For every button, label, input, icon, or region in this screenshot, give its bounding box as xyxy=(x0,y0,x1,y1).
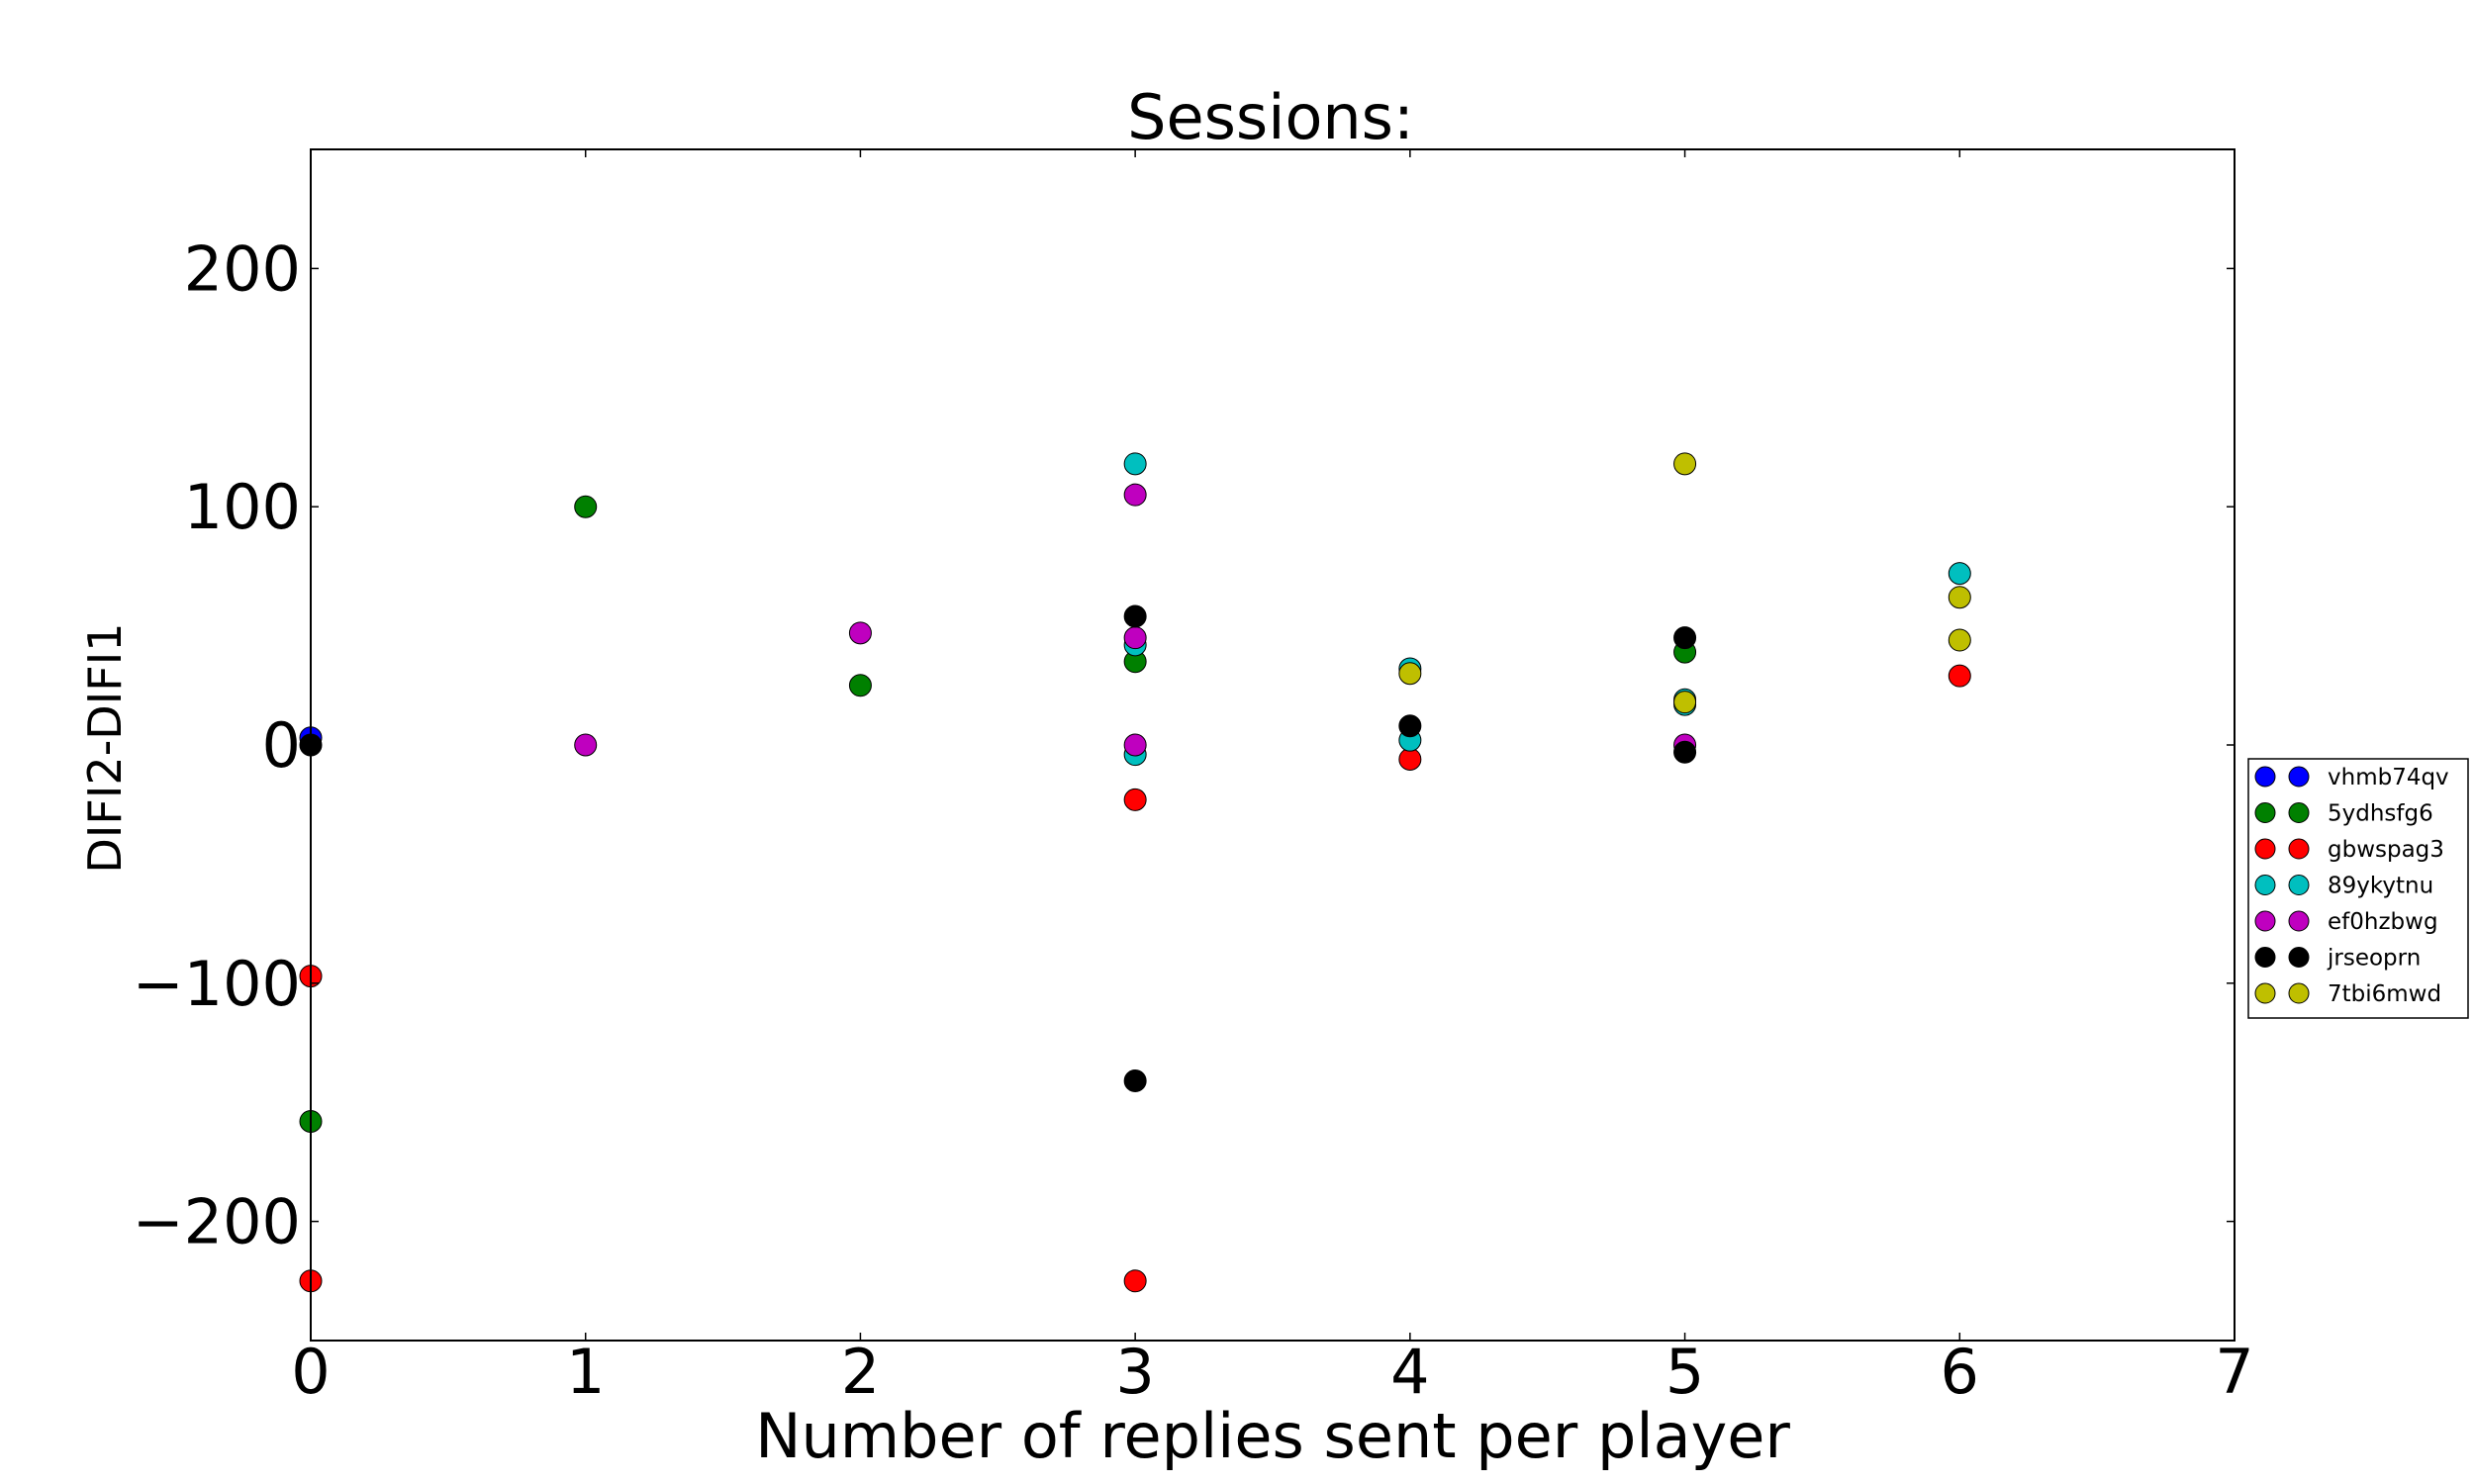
legend: vhmb74qv 5ydhsfg6 gbwspag3 89ykytnu ef0hzbwg… xyxy=(2247,758,2469,1019)
x-tick-label-3: 3 xyxy=(1115,1336,1154,1408)
x-tick-label-5: 5 xyxy=(1665,1336,1704,1408)
data-point-ef0hzbwg-2 xyxy=(1123,483,1147,507)
legend-marker-7tbi6mwd-a xyxy=(2254,982,2276,1004)
x-tick-label-2: 2 xyxy=(841,1336,880,1408)
x-tick-label-1: 1 xyxy=(566,1336,605,1408)
data-point-7tbi6mwd-2 xyxy=(1673,691,1697,714)
x-tick-label-6: 6 xyxy=(1941,1336,1979,1408)
legend-marker-jrseoprn-b xyxy=(2288,947,2310,968)
x-tick-label-0: 0 xyxy=(291,1336,330,1408)
legend-marker-gbwspag3-a xyxy=(2254,838,2276,860)
data-point-ef0hzbwg-4 xyxy=(1123,733,1147,757)
data-point-ef0hzbwg-1 xyxy=(848,621,872,645)
legend-marker-vhmb74qv-b xyxy=(2288,766,2310,788)
y-tick-label-2: 0 xyxy=(262,709,301,782)
data-point-jrseoprn-2 xyxy=(1123,1069,1147,1093)
legend-marker-5ydhsfg6-b xyxy=(2288,802,2310,823)
y-tick-label-4: 200 xyxy=(184,232,301,305)
data-point-7tbi6mwd-1 xyxy=(1673,452,1697,476)
legend-label-ef0hzbwg: ef0hzbwg xyxy=(2328,909,2438,935)
legend-marker-ef0hzbwg-a xyxy=(2254,910,2276,932)
x-tick-label-4: 4 xyxy=(1390,1336,1429,1408)
data-point-7tbi6mwd-4 xyxy=(1948,628,1971,652)
legend-marker-ef0hzbwg-b xyxy=(2288,910,2310,932)
x-axis-label: Number of replies sent per player xyxy=(755,1400,1790,1472)
legend-label-7tbi6mwd: 7tbi6mwd xyxy=(2328,981,2441,1007)
data-points xyxy=(299,452,1971,1293)
data-point-5ydhsfg6-1 xyxy=(574,495,598,518)
y-tick-label-3: 100 xyxy=(184,471,301,543)
data-point-gbwspag3-2 xyxy=(1123,788,1147,811)
data-point-89ykytnu-0 xyxy=(1123,452,1147,476)
legend-marker-89ykytnu-a xyxy=(2254,875,2276,895)
axis-ticks: 0 1 2 3 4 5 6 7 −200 −100 0 100 200 xyxy=(133,149,2254,1408)
legend-label-5ydhsfg6: 5ydhsfg6 xyxy=(2328,801,2433,827)
data-point-gbwspag3-4 xyxy=(1398,747,1422,771)
data-point-jrseoprn-4 xyxy=(1673,626,1697,650)
y-axis-label: DIFI2-DIFI1 xyxy=(78,622,132,873)
data-point-ef0hzbwg-3 xyxy=(1123,626,1147,650)
y-tick-label-0: −200 xyxy=(133,1186,301,1258)
legend-marker-vhmb74qv-a xyxy=(2254,766,2276,788)
data-point-5ydhsfg6-2 xyxy=(848,674,872,697)
legend-marker-7tbi6mwd-b xyxy=(2288,982,2310,1004)
legend-label-89ykytnu: 89ykytnu xyxy=(2328,874,2433,899)
legend-marker-89ykytnu-b xyxy=(2288,875,2310,895)
data-point-ef0hzbwg-0 xyxy=(574,733,598,757)
chart-title: Sessions: xyxy=(1127,81,1414,153)
data-point-7tbi6mwd-0 xyxy=(1398,662,1422,686)
y-tick-label-1: −100 xyxy=(133,948,301,1020)
plot-frame xyxy=(310,148,2236,1342)
legend-box xyxy=(2247,758,2469,1019)
legend-label-jrseoprn: jrseoprn xyxy=(2327,946,2421,972)
data-point-7tbi6mwd-3 xyxy=(1948,586,1971,609)
legend-label-gbwspag3: gbwspag3 xyxy=(2328,837,2444,863)
legend-marker-5ydhsfg6-a xyxy=(2254,802,2276,823)
data-point-gbwspag3-5 xyxy=(1948,664,1971,688)
legend-marker-gbwspag3-b xyxy=(2288,838,2310,860)
data-point-jrseoprn-1 xyxy=(1123,604,1147,628)
data-point-89ykytnu-7 xyxy=(1948,562,1971,586)
legend-label-vhmb74qv: vhmb74qv xyxy=(2328,765,2449,790)
data-point-jrseoprn-3 xyxy=(1398,714,1422,738)
data-point-jrseoprn-5 xyxy=(1673,740,1697,764)
legend-marker-jrseoprn-a xyxy=(2254,947,2276,968)
data-point-gbwspag3-3 xyxy=(1123,1269,1147,1293)
x-tick-label-7: 7 xyxy=(2215,1336,2253,1408)
